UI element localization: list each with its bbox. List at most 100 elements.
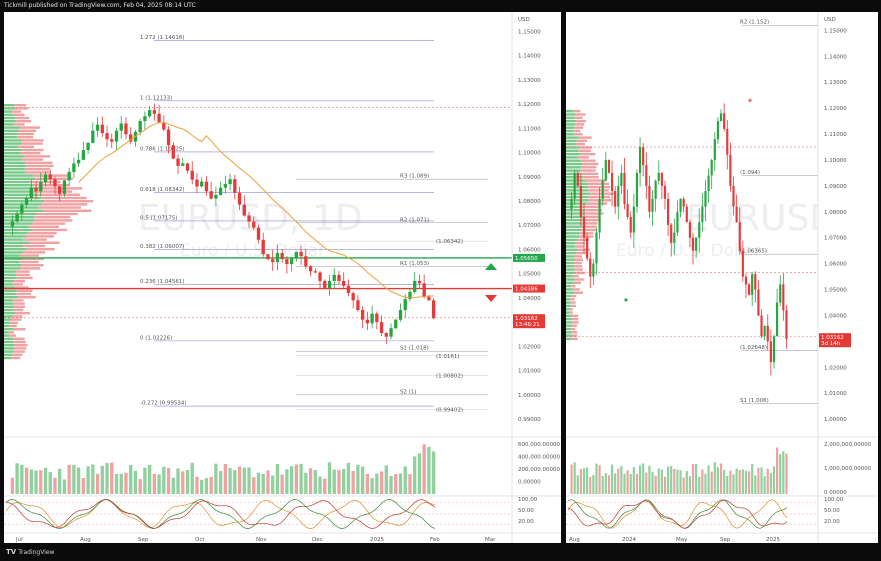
volume-profile-bar bbox=[566, 255, 575, 258]
time-tick: Aug bbox=[80, 537, 91, 543]
volume-profile-bar bbox=[566, 149, 579, 152]
volume-profile-bar bbox=[574, 126, 584, 129]
volume-profile-bar bbox=[13, 350, 25, 353]
candle-body bbox=[72, 163, 76, 172]
volume-profile-bar bbox=[4, 283, 13, 286]
volume-profile-bar bbox=[4, 110, 12, 113]
volume-profile-bar bbox=[582, 172, 599, 176]
candle-body bbox=[34, 187, 38, 192]
footer: TV TradingView bbox=[0, 545, 881, 561]
volume-profile-bar bbox=[566, 291, 575, 294]
volume-bar bbox=[48, 472, 52, 494]
volume-bar bbox=[576, 475, 579, 494]
volume-profile-bar bbox=[4, 200, 45, 203]
volume-bar bbox=[654, 475, 657, 494]
price-tick: 0.99000 bbox=[518, 417, 541, 423]
volume-profile-bar bbox=[581, 222, 598, 225]
volume-profile-bar bbox=[13, 337, 25, 340]
volume-profile-bar bbox=[4, 244, 23, 248]
volume-profile-bar bbox=[44, 200, 94, 203]
volume-bar bbox=[648, 465, 651, 494]
volume-profile-bar bbox=[587, 189, 609, 192]
volume-profile-bar bbox=[24, 168, 51, 171]
volume-bar bbox=[592, 474, 595, 494]
oscillator-tick: 100.00 bbox=[518, 497, 538, 503]
volume-profile-bar bbox=[572, 314, 579, 317]
volume-profile-bar bbox=[4, 308, 13, 312]
volume-bar bbox=[673, 468, 676, 494]
volume-bar bbox=[304, 472, 308, 494]
volume-bar bbox=[271, 475, 275, 494]
candle-body bbox=[772, 336, 776, 363]
volume-bar bbox=[427, 446, 431, 494]
volume-bar bbox=[39, 470, 43, 494]
candle-body bbox=[384, 333, 388, 337]
volume-bar bbox=[691, 463, 695, 494]
price-tag bbox=[513, 253, 545, 262]
volume-bar bbox=[379, 471, 384, 494]
price-tag-value: 1.05650 bbox=[515, 256, 538, 262]
candle-body bbox=[719, 113, 723, 122]
volume-profile-bar bbox=[38, 193, 81, 196]
daily-chart-panel[interactable]: EURUSD, 1D Euro / U.S. Dollar 1.272 (1.146… bbox=[4, 12, 561, 543]
volume-bar bbox=[698, 476, 701, 494]
volume-profile-bar bbox=[21, 148, 44, 152]
volume-profile-bar bbox=[4, 225, 29, 228]
candle-body bbox=[403, 299, 407, 311]
volume-profile-bar bbox=[566, 228, 582, 232]
pivot-level-label: (1.094) bbox=[740, 170, 760, 176]
volume-bar bbox=[685, 471, 688, 494]
candle-body bbox=[342, 280, 346, 286]
volume-bar bbox=[76, 467, 81, 494]
volume-profile-bar bbox=[566, 215, 584, 218]
volume-profile-bar bbox=[4, 216, 34, 219]
volume-profile-bar bbox=[4, 222, 32, 225]
candle-body bbox=[779, 284, 782, 303]
candle-body bbox=[691, 237, 695, 251]
candle-body bbox=[754, 274, 757, 290]
time-tick: 2025 bbox=[766, 537, 780, 543]
volume-bar bbox=[143, 467, 147, 494]
chart-bg bbox=[4, 12, 561, 543]
volume-bar bbox=[645, 472, 648, 494]
candle-body bbox=[408, 291, 412, 300]
volume-bar bbox=[275, 464, 280, 494]
volume-bar bbox=[129, 465, 133, 494]
volume-bar bbox=[763, 476, 766, 494]
price-tick: 1.12000 bbox=[824, 106, 847, 112]
candle-body bbox=[129, 134, 133, 142]
candle-body bbox=[389, 328, 393, 337]
volume-profile-bar bbox=[12, 299, 24, 302]
volume-profile-bar bbox=[38, 206, 81, 209]
candle-body bbox=[729, 154, 732, 186]
oscillator-tick: 50.00 bbox=[518, 508, 534, 514]
volume-profile-bar bbox=[566, 123, 576, 126]
time-tick: Sep bbox=[138, 537, 149, 543]
fib-level-label: 0.236 (1.04561) bbox=[140, 279, 185, 285]
volume-bar bbox=[431, 451, 436, 494]
candle-body bbox=[223, 184, 228, 188]
volume-profile-bar bbox=[579, 235, 594, 238]
volume-profile-bar bbox=[4, 107, 15, 110]
tradingview-logo[interactable]: TV TradingView bbox=[6, 548, 55, 556]
volume-profile-bar bbox=[582, 205, 600, 209]
volume-bar bbox=[261, 473, 265, 494]
pivot-level-label: R3 (1.089) bbox=[400, 174, 429, 180]
candle-body bbox=[576, 172, 579, 186]
volume-profile-bar bbox=[14, 107, 29, 110]
volume-bar bbox=[20, 464, 24, 494]
volume-profile-bar bbox=[566, 327, 571, 331]
volume-bar bbox=[629, 473, 632, 494]
volume-profile-bar bbox=[4, 203, 42, 206]
volume-bar bbox=[667, 466, 670, 494]
volume-profile-bar bbox=[4, 312, 16, 315]
volume-profile-bar bbox=[566, 308, 570, 311]
volume-profile-bar bbox=[33, 216, 71, 219]
candle-body bbox=[299, 251, 303, 257]
price-axis-bg bbox=[512, 12, 561, 543]
volume-bar bbox=[237, 466, 242, 494]
volume-profile-bar bbox=[33, 184, 70, 187]
